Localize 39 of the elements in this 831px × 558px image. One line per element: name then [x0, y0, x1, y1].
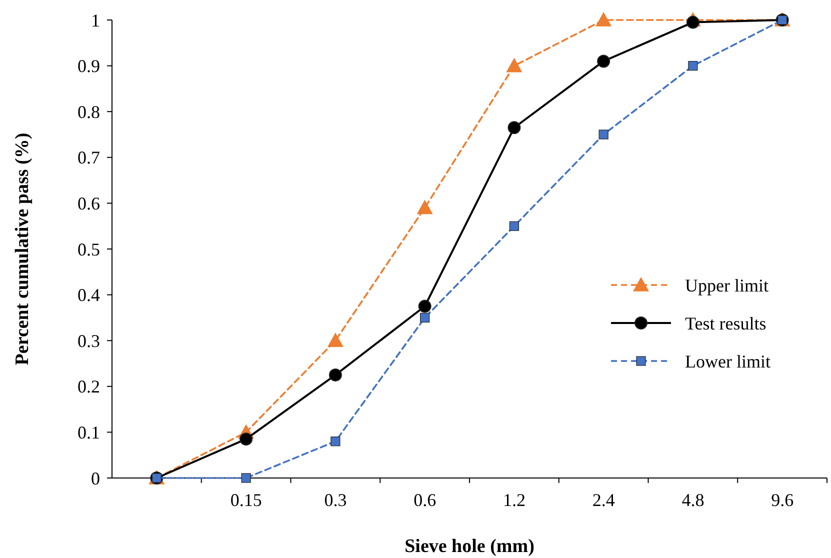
x-tick-label: 9.6: [771, 490, 794, 510]
point: [686, 16, 700, 29]
legend-label: Test results: [685, 313, 766, 334]
y-tick-label: 0: [91, 468, 100, 488]
point: [598, 130, 608, 140]
x-tick-label: 2.4: [592, 490, 615, 510]
point: [241, 473, 251, 483]
x-tick-label: 0.6: [414, 490, 436, 510]
y-tick-label: 0.1: [78, 422, 100, 442]
point: [597, 54, 610, 68]
point: [330, 436, 340, 446]
y-tick-label: 0.5: [78, 239, 100, 260]
y-tick-label: 0.9: [78, 56, 100, 76]
y-tick-label: 0.2: [78, 376, 100, 397]
x-axis-title: Sieve hole (mm): [404, 536, 534, 557]
legend-label: Lower limit: [685, 351, 770, 372]
legend-label: Upper limit: [685, 275, 768, 296]
point: [508, 121, 521, 134]
y-tick-label: 0.8: [78, 102, 100, 122]
point: [509, 221, 519, 231]
x-tick-label: 4.8: [682, 490, 704, 510]
point: [688, 61, 698, 71]
y-axis-title: Percent cumulative pass (%): [12, 132, 33, 366]
point: [240, 432, 253, 446]
point: [418, 300, 432, 313]
x-tick-label: 0.3: [324, 490, 347, 510]
point: [328, 368, 342, 382]
point: [327, 332, 344, 347]
y-tick-label: 0.3: [78, 330, 100, 351]
point: [420, 312, 430, 322]
point: [596, 12, 612, 26]
x-tick-label: 0.15: [230, 490, 262, 510]
y-tick-label: 0.4: [78, 285, 100, 306]
point: [416, 200, 433, 214]
point: [506, 58, 522, 72]
y-tick-label: 1: [91, 10, 100, 30]
y-tick-label: 0.7: [78, 148, 100, 168]
y-tick-label: 0.6: [78, 194, 100, 214]
x-tick-label: 1.2: [502, 490, 526, 510]
